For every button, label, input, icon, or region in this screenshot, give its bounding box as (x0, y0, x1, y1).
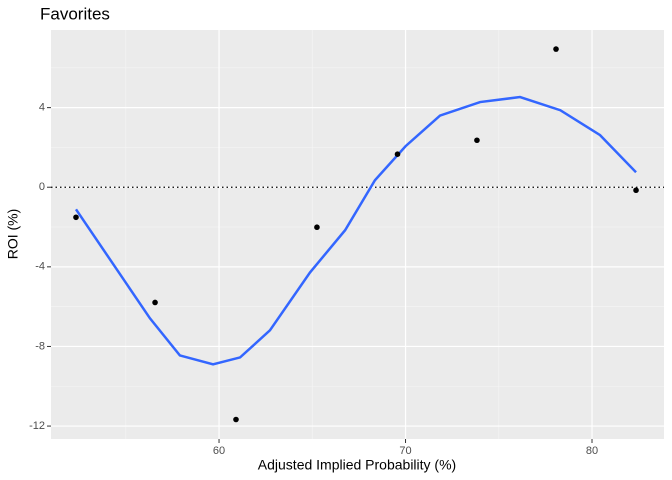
point (394, 151, 401, 157)
x-tick-label: 60 (213, 445, 225, 457)
smooth-line (74, 95, 637, 366)
x-axis-title: Adjusted Implied Probability (%) (258, 457, 456, 473)
y-tick-label: 0 (39, 181, 45, 193)
y-tick-label: -12 (29, 420, 45, 432)
y-axis-title: ROI (%) (5, 209, 21, 260)
panel (51, 30, 664, 439)
point (633, 187, 639, 194)
point (233, 416, 239, 423)
x-tick-label: 80 (586, 445, 598, 457)
x-tick-label: 70 (399, 445, 411, 457)
point (474, 137, 480, 144)
y-tick-label: -8 (35, 340, 45, 352)
point (73, 214, 79, 221)
chart-title: Favorites (40, 4, 110, 23)
y-tick-label: 4 (39, 102, 45, 114)
point (314, 224, 320, 231)
point (553, 46, 559, 52)
y-tick-label: -4 (35, 261, 45, 273)
point (152, 299, 158, 306)
